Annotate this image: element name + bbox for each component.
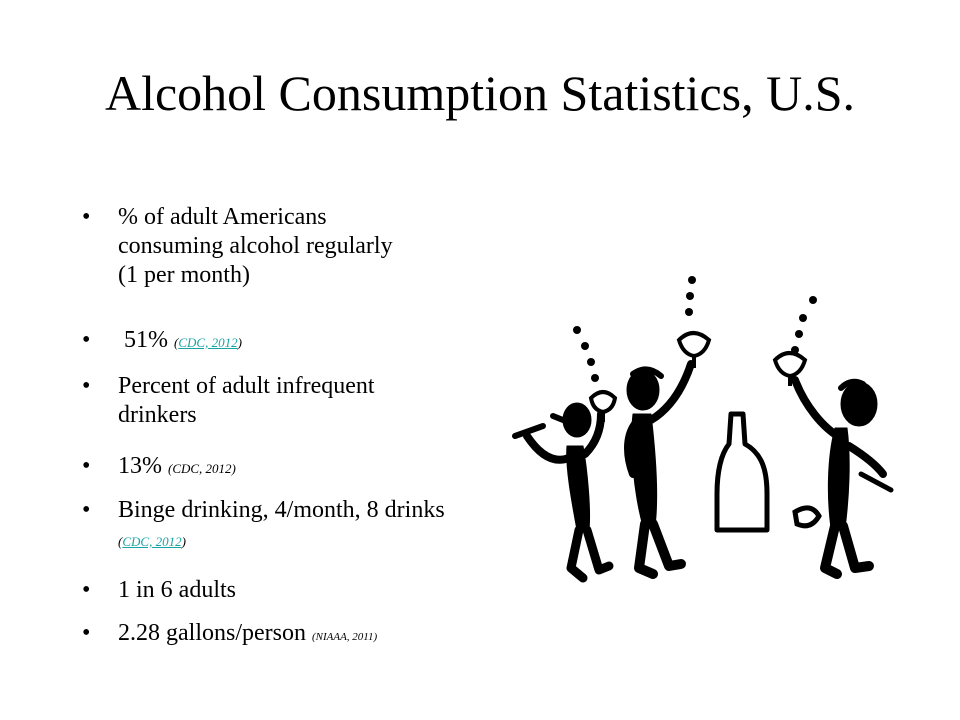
bullet-text: 2.28 gallons/person: [118, 620, 312, 646]
drinking-party-clipart-icon: [512, 276, 894, 583]
citation-link[interactable]: CDC, 2012: [122, 534, 182, 549]
bullet-dot: •: [82, 453, 91, 479]
bullet-text: 13%: [118, 453, 168, 479]
bullet-dot: •: [82, 204, 91, 230]
citation: (CDC, 2012): [168, 461, 236, 476]
bullet-dot: •: [82, 577, 91, 603]
citation: (CDC, 2012): [118, 534, 186, 549]
bullet-text: Binge drinking, 4/month, 8 drinks: [118, 497, 445, 523]
slide-title: Alcohol Consumption Statistics, U.S.: [104, 65, 856, 121]
bullet-dot: •: [82, 620, 91, 646]
bullet-text: Percent of adult infrequent drinkers: [118, 373, 375, 428]
bullet-text: % of adult Americans consuming alcohol r…: [118, 204, 393, 288]
bullet-text: 1 in 6 adults: [118, 577, 236, 603]
citation: (CDC, 2012): [174, 335, 242, 350]
citation-link[interactable]: CDC, 2012: [178, 335, 238, 350]
bullet-dot: •: [82, 373, 91, 399]
bullet-dot: •: [82, 497, 91, 523]
bullet-dot: •: [82, 327, 91, 353]
citation: (NIAAA, 2011): [311, 631, 378, 643]
bullet-text: 51%: [118, 327, 174, 353]
